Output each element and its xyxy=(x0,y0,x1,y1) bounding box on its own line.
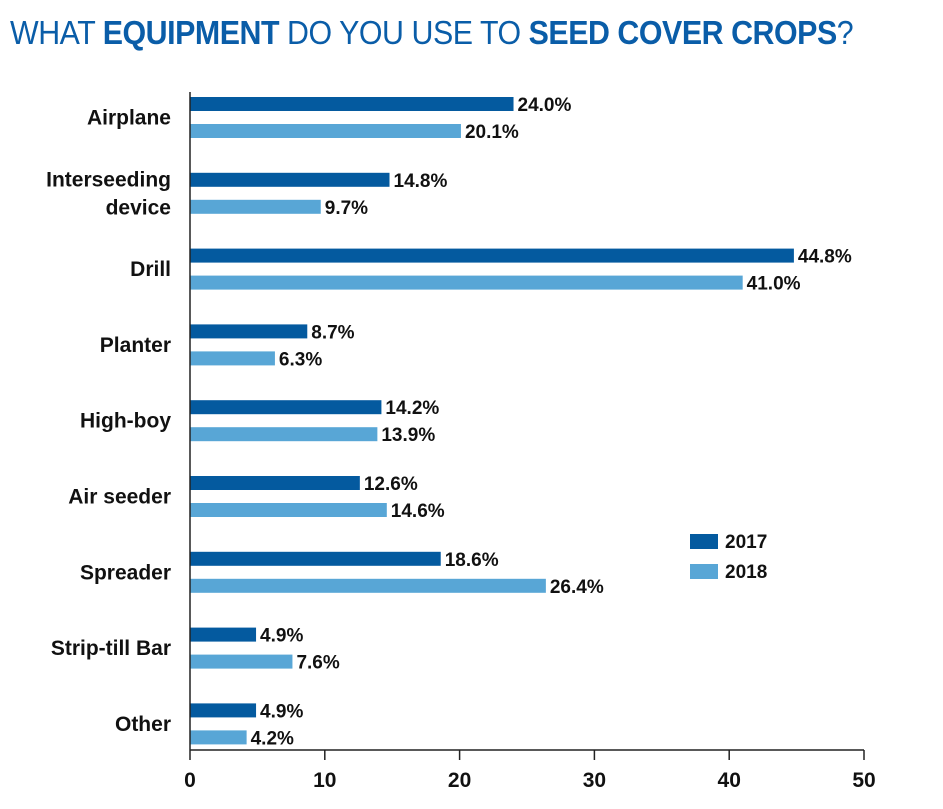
value-label: 41.0% xyxy=(747,274,801,295)
x-tick-label: 50 xyxy=(852,769,875,792)
bar-2018 xyxy=(190,275,743,290)
title-segment: SEED COVER CROPS xyxy=(528,14,838,51)
category-label: Air seeder xyxy=(68,486,171,509)
title-segment: EQUIPMENT xyxy=(102,14,280,51)
legend: 2017 2018 xyxy=(690,532,767,583)
value-label: 9.7% xyxy=(325,198,368,219)
bar-2017 xyxy=(190,476,360,490)
bar-2017 xyxy=(190,703,257,718)
value-labels-group: 24.0% 20.1% 14.8% 9.7% 44.8% 41.0% 8.7% 6.3% 14.… xyxy=(251,95,852,749)
bar-2018 xyxy=(190,578,546,593)
value-label: 6.3% xyxy=(279,349,322,370)
bar-2018 xyxy=(190,654,293,669)
value-label: 26.4% xyxy=(550,577,604,598)
value-label: 44.8% xyxy=(798,247,852,268)
chart-title: WHAT EQUIPMENT DO YOU USE TO SEED COVER … xyxy=(10,12,861,54)
x-tick-label: 30 xyxy=(583,769,606,792)
value-label: 18.6% xyxy=(445,550,499,571)
category-label: Airplane xyxy=(87,107,171,130)
category-label: device xyxy=(106,196,171,219)
bar-2017 xyxy=(190,324,308,339)
legend-swatch-2018 xyxy=(690,564,718,579)
bar-2017 xyxy=(190,172,390,187)
legend-label: 2017 xyxy=(725,532,767,553)
value-label: 14.6% xyxy=(391,501,445,522)
value-label: 4.9% xyxy=(260,701,303,722)
category-label: Other xyxy=(115,713,171,736)
bar-2018 xyxy=(190,351,275,366)
legend-label: 2018 xyxy=(725,562,767,583)
x-tick-label: 40 xyxy=(718,769,741,792)
bar-2017 xyxy=(190,551,441,566)
value-label: 24.0% xyxy=(518,95,572,116)
bar-2018 xyxy=(190,124,461,138)
value-label: 4.2% xyxy=(251,728,294,749)
bars-group xyxy=(190,97,794,745)
category-label: Interseeding xyxy=(46,168,171,191)
value-label: 20.1% xyxy=(465,122,519,143)
value-label: 14.8% xyxy=(394,171,448,192)
category-labels-group: Airplane Interseeding device Drill Planter Hi… xyxy=(46,107,171,736)
title-segment: WHAT xyxy=(10,14,103,51)
bar-2018 xyxy=(190,427,378,442)
category-label: Strip-till Bar xyxy=(51,637,171,660)
x-tick-label: 10 xyxy=(313,769,336,792)
category-label: High-boy xyxy=(80,410,171,433)
bar-2018 xyxy=(190,730,247,745)
title-segment: DO YOU USE TO xyxy=(279,14,529,51)
x-tick-label: 20 xyxy=(448,769,471,792)
value-label: 13.9% xyxy=(381,425,435,446)
category-label: Planter xyxy=(100,334,171,357)
value-label: 4.9% xyxy=(260,626,303,647)
x-tick-label: 0 xyxy=(184,769,196,792)
value-label: 12.6% xyxy=(364,474,418,495)
value-label: 7.6% xyxy=(296,653,339,674)
bar-2018 xyxy=(190,503,387,517)
x-axis: 0 10 20 30 40 50 xyxy=(184,92,876,792)
category-label: Spreader xyxy=(80,561,171,584)
title-segment: ? xyxy=(836,14,854,51)
bar-2017 xyxy=(190,248,794,263)
category-label: Drill xyxy=(130,258,171,281)
bar-2017 xyxy=(190,627,257,642)
legend-swatch-2017 xyxy=(690,534,718,549)
bar-2017 xyxy=(190,400,382,415)
value-label: 8.7% xyxy=(311,322,354,343)
value-label: 14.2% xyxy=(385,398,439,419)
bar-2018 xyxy=(190,199,321,214)
bar-2017 xyxy=(190,97,514,111)
